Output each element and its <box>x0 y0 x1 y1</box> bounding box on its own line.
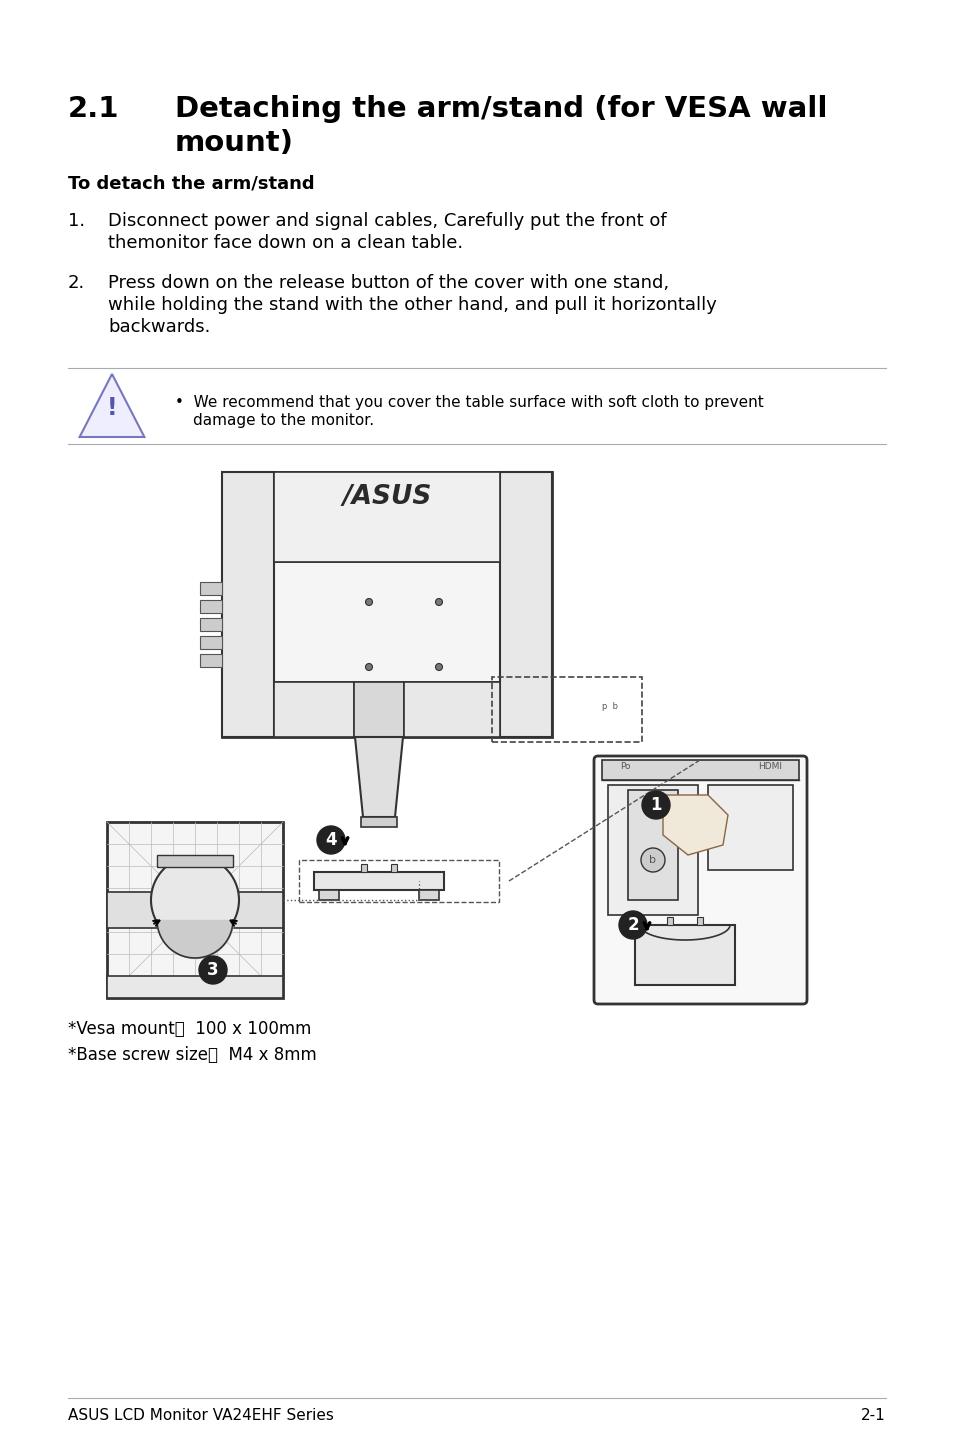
Text: 1.: 1. <box>68 211 85 230</box>
Circle shape <box>151 856 239 943</box>
Text: backwards.: backwards. <box>108 318 211 336</box>
Text: !: ! <box>107 395 117 420</box>
Circle shape <box>199 956 227 984</box>
Bar <box>418 890 438 900</box>
Bar <box>391 864 396 871</box>
Bar <box>697 917 702 925</box>
Circle shape <box>640 848 664 871</box>
Bar <box>666 917 672 925</box>
Bar <box>318 890 338 900</box>
Bar <box>200 618 222 631</box>
Bar <box>222 472 274 738</box>
Bar <box>200 654 222 667</box>
Bar <box>200 600 222 613</box>
Bar <box>222 472 552 738</box>
Bar <box>200 582 222 595</box>
Bar <box>274 682 354 738</box>
Bar <box>403 682 499 738</box>
Text: Press down on the release button of the cover with one stand,: Press down on the release button of the … <box>108 275 668 292</box>
Bar <box>354 682 403 738</box>
Bar <box>107 976 283 998</box>
Bar <box>157 856 233 867</box>
Text: Po: Po <box>619 762 630 771</box>
Text: 2.1: 2.1 <box>68 95 119 124</box>
Circle shape <box>435 598 442 605</box>
Text: 2: 2 <box>626 916 639 935</box>
Bar <box>200 636 222 649</box>
Polygon shape <box>662 795 727 856</box>
Text: damage to the monitor.: damage to the monitor. <box>193 413 374 429</box>
Bar <box>274 682 499 700</box>
Bar <box>107 892 283 928</box>
Circle shape <box>365 598 372 605</box>
FancyBboxPatch shape <box>594 756 806 1004</box>
Bar <box>607 785 698 915</box>
Polygon shape <box>79 374 144 437</box>
Text: b: b <box>649 856 656 866</box>
Text: *Vesa mount：  100 x 100mm: *Vesa mount： 100 x 100mm <box>68 1020 311 1038</box>
Text: •  We recommend that you cover the table surface with soft cloth to prevent: • We recommend that you cover the table … <box>174 395 763 410</box>
Bar <box>314 871 443 890</box>
Text: mount): mount) <box>174 129 294 157</box>
Circle shape <box>618 912 646 939</box>
Bar <box>601 761 799 779</box>
Text: 2-1: 2-1 <box>861 1408 885 1424</box>
Text: ASUS LCD Monitor VA24EHF Series: ASUS LCD Monitor VA24EHF Series <box>68 1408 334 1424</box>
Polygon shape <box>355 738 402 817</box>
Circle shape <box>316 825 345 854</box>
Text: Detaching the arm/stand (for VESA wall: Detaching the arm/stand (for VESA wall <box>174 95 826 124</box>
Text: while holding the stand with the other hand, and pull it horizontally: while holding the stand with the other h… <box>108 296 716 313</box>
Bar <box>492 677 641 742</box>
Text: Disconnect power and signal cables, Carefully put the front of: Disconnect power and signal cables, Care… <box>108 211 666 230</box>
Bar <box>635 925 734 985</box>
Text: HDMI: HDMI <box>758 762 781 771</box>
Bar <box>298 860 498 902</box>
Text: themonitor face down on a clean table.: themonitor face down on a clean table. <box>108 234 462 252</box>
Text: 1: 1 <box>650 797 661 814</box>
Text: To detach the arm/stand: To detach the arm/stand <box>68 175 314 193</box>
Bar <box>499 472 552 738</box>
Text: *Base screw size：  M4 x 8mm: *Base screw size： M4 x 8mm <box>68 1045 316 1064</box>
Bar <box>360 817 396 827</box>
Text: 4: 4 <box>325 831 336 848</box>
Bar <box>274 472 499 562</box>
Circle shape <box>365 663 372 670</box>
Bar <box>707 785 792 870</box>
Text: 3: 3 <box>207 961 218 979</box>
Bar <box>360 864 367 871</box>
Text: p  b: p b <box>601 702 618 710</box>
Circle shape <box>641 791 669 820</box>
Bar <box>627 789 678 900</box>
Bar <box>107 823 283 998</box>
Circle shape <box>435 663 442 670</box>
Text: /ASUS: /ASUS <box>342 485 432 510</box>
Text: 2.: 2. <box>68 275 85 292</box>
